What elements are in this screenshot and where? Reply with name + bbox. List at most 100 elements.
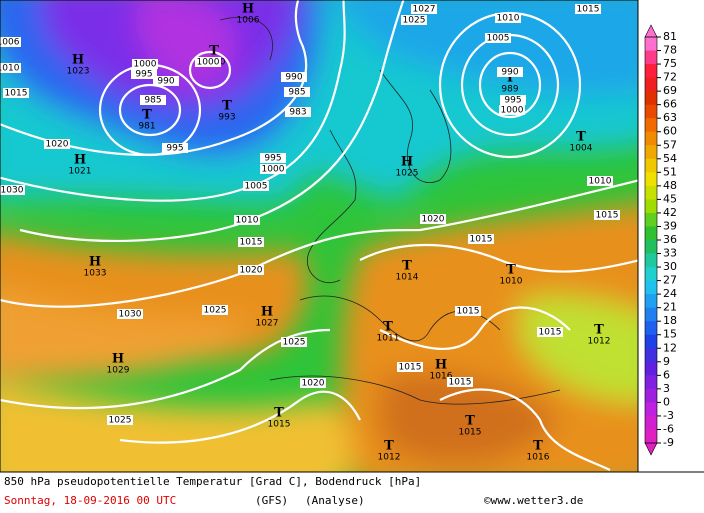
pressure-symbol: T bbox=[383, 320, 393, 335]
isobar-label: 1015 bbox=[457, 307, 480, 317]
label-bg bbox=[284, 87, 310, 97]
pressure-symbol: T bbox=[142, 108, 152, 123]
colorbar-label: 57 bbox=[663, 138, 677, 151]
isobar-label: 1010 bbox=[497, 14, 520, 24]
isobar-label: 1015 bbox=[5, 89, 28, 99]
colorbar-segment bbox=[645, 253, 657, 268]
pressure-value: 1033 bbox=[84, 269, 107, 279]
label-bg bbox=[485, 33, 511, 43]
pressure-symbol: T bbox=[402, 259, 412, 274]
colorbar-label: 30 bbox=[663, 260, 677, 273]
label-bg bbox=[587, 176, 613, 186]
colorbar-label: 51 bbox=[663, 165, 677, 178]
label-bg bbox=[537, 327, 563, 337]
label-bg bbox=[132, 59, 158, 69]
pressure-value: 1029 bbox=[107, 366, 130, 376]
label-bg bbox=[495, 13, 521, 23]
map-labels: H1006H1023H1021H1033H1027H1029H1025H1016… bbox=[0, 2, 620, 463]
colorbar-label: 63 bbox=[663, 111, 677, 124]
pressure-value: 1015 bbox=[459, 428, 482, 438]
colorbar-segment bbox=[645, 212, 657, 227]
colorbar-segment bbox=[645, 131, 657, 146]
pressure-symbol: H bbox=[74, 153, 86, 168]
isobar-label: 1030 bbox=[1, 186, 24, 196]
colorbar-label: 54 bbox=[663, 152, 677, 165]
isobar-label: 1005 bbox=[487, 34, 510, 44]
label-bg bbox=[202, 305, 228, 315]
pressure-symbol: T bbox=[209, 44, 219, 59]
pressure-value: 1023 bbox=[67, 67, 90, 77]
colorbar-segment bbox=[645, 172, 657, 187]
pressure-value: 1012 bbox=[588, 337, 611, 347]
colorbar-arrow-bottom bbox=[644, 442, 658, 456]
colorbar-label: 36 bbox=[663, 233, 677, 246]
label-bg bbox=[500, 95, 526, 105]
colorbar-segment bbox=[645, 375, 657, 390]
colorbar-segment bbox=[645, 402, 657, 417]
isobar-label: 1020 bbox=[302, 379, 325, 389]
isobar-label: 1006 bbox=[0, 38, 20, 48]
pressure-value: 1016 bbox=[527, 453, 550, 463]
pressure-value: 1012 bbox=[378, 453, 401, 463]
isobar-label: 1005 bbox=[245, 182, 268, 192]
colorbar-segment bbox=[645, 185, 657, 200]
pressure-symbol: T bbox=[533, 439, 543, 454]
colorbar-label: 12 bbox=[663, 341, 677, 354]
label-bg bbox=[420, 214, 446, 224]
colorbar-label: 60 bbox=[663, 125, 677, 138]
isobar-label: 990 bbox=[285, 73, 302, 83]
pressure-symbol: H bbox=[401, 155, 413, 170]
isobar-label: 985 bbox=[144, 96, 161, 106]
label-bg bbox=[234, 215, 260, 225]
pressure-value: 1025 bbox=[396, 169, 419, 179]
label-bg bbox=[243, 181, 269, 191]
pressure-symbol: T bbox=[576, 130, 586, 145]
pressure-value: 1021 bbox=[69, 167, 92, 177]
label-bg bbox=[499, 105, 525, 115]
label-bg bbox=[575, 4, 601, 14]
colorbar-label: -6 bbox=[663, 422, 674, 435]
label-bg bbox=[285, 107, 311, 117]
isobar-label: 995 bbox=[166, 144, 183, 154]
pressure-value: 1015 bbox=[268, 420, 291, 430]
pressure-symbol: H bbox=[112, 352, 124, 367]
pressure-symbol: H bbox=[72, 53, 84, 68]
colorbar-segment bbox=[645, 240, 657, 255]
colorbar-segment bbox=[645, 307, 657, 322]
label-bg bbox=[468, 234, 494, 244]
isobar-label: 1010 bbox=[0, 64, 20, 74]
colorbar-label: 0 bbox=[663, 395, 670, 408]
isobar-label: 1000 bbox=[262, 165, 285, 175]
colorbar-label: -3 bbox=[663, 409, 674, 422]
model: (GFS) bbox=[255, 494, 288, 507]
colorbar-segment bbox=[645, 91, 657, 106]
pressure-symbol: H bbox=[242, 2, 254, 17]
pressure-symbol: T bbox=[594, 323, 604, 338]
pressure-value: 1004 bbox=[570, 144, 593, 154]
label-bg bbox=[44, 139, 70, 149]
isobar-label: 995 bbox=[264, 154, 281, 164]
label-bg bbox=[117, 309, 143, 319]
colorbar-segment bbox=[645, 158, 657, 173]
label-bg bbox=[107, 415, 133, 425]
isobar-label: 1000 bbox=[134, 60, 157, 70]
isobar-label: 1025 bbox=[283, 338, 306, 348]
isobar-label: 1010 bbox=[236, 216, 259, 226]
colorbar-label: 69 bbox=[663, 84, 677, 97]
colorbar-segment bbox=[645, 294, 657, 309]
pressure-value: 1027 bbox=[256, 319, 279, 329]
colorbar-arrow-top bbox=[644, 24, 658, 38]
label-bg bbox=[300, 378, 326, 388]
colorbar-segment bbox=[645, 280, 657, 295]
colorbar-segment bbox=[645, 429, 657, 444]
pressure-value: 1010 bbox=[500, 277, 523, 287]
colorbar-label: 78 bbox=[663, 44, 677, 57]
pressure-symbol: T bbox=[384, 439, 394, 454]
colorbar-segment bbox=[645, 226, 657, 241]
isobar-label: 1020 bbox=[240, 266, 263, 276]
colorbar-segment bbox=[645, 118, 657, 133]
isobar-label: 1015 bbox=[399, 363, 422, 373]
colorbar-label: 27 bbox=[663, 274, 677, 287]
pressure-symbol: T bbox=[222, 99, 232, 114]
